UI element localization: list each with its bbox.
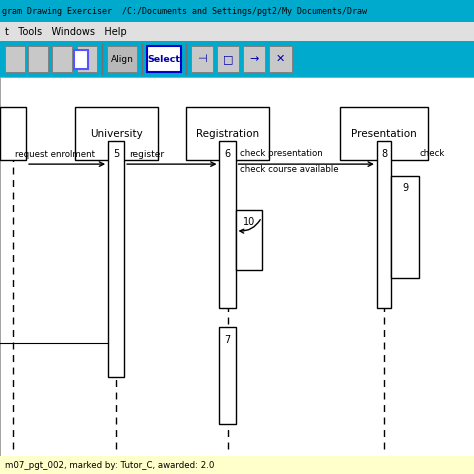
Text: Align: Align [110, 55, 134, 64]
Bar [243, 46, 265, 72]
Text: check presentation: check presentation [240, 149, 323, 158]
Bar [217, 46, 239, 72]
Text: ✕: ✕ [276, 54, 285, 64]
Text: check course available: check course available [240, 165, 339, 174]
Text: t   Tools   Windows   Help: t Tools Windows Help [5, 27, 127, 37]
Bar [0, 456, 474, 474]
Text: Presentation: Presentation [351, 129, 417, 139]
Text: 9: 9 [402, 183, 408, 193]
Bar [108, 141, 124, 377]
Bar [52, 46, 72, 72]
Text: ⊣: ⊣ [197, 54, 207, 64]
Text: →: → [250, 54, 259, 64]
Bar [377, 141, 391, 309]
Bar [219, 141, 236, 309]
Bar [0, 41, 474, 77]
Text: register: register [129, 150, 164, 159]
Bar [0, 22, 474, 41]
Text: check: check [419, 149, 445, 158]
Bar [0, 107, 27, 160]
Text: Select: Select [147, 55, 181, 64]
Bar [269, 46, 292, 72]
Text: 5: 5 [113, 149, 119, 159]
Text: m07_pgt_002, marked by: Tutor_C, awarded: 2.0: m07_pgt_002, marked by: Tutor_C, awarded… [5, 461, 214, 470]
Text: Registration: Registration [196, 129, 259, 139]
Bar [77, 46, 97, 72]
Text: 6: 6 [225, 149, 230, 159]
Text: University: University [90, 129, 143, 139]
Bar [74, 50, 88, 69]
Bar [186, 107, 269, 160]
Bar [0, 77, 474, 456]
Bar [5, 46, 25, 72]
Bar [219, 328, 236, 424]
Text: gram Drawing Exerciser  /C:/Documents and Settings/pgt2/My Documents/Draw: gram Drawing Exerciser /C:/Documents and… [2, 7, 367, 16]
Text: 8: 8 [381, 149, 387, 159]
Text: request enrolment: request enrolment [15, 150, 95, 159]
Bar [0, 0, 474, 22]
Bar [191, 46, 213, 72]
Bar [391, 175, 419, 278]
Bar [236, 210, 262, 271]
Text: 7: 7 [224, 335, 231, 345]
Bar [28, 46, 48, 72]
Text: □: □ [223, 54, 234, 64]
Bar [340, 107, 428, 160]
Bar [75, 107, 157, 160]
Bar [107, 46, 137, 72]
Bar [147, 46, 181, 72]
Text: 10: 10 [243, 217, 255, 227]
